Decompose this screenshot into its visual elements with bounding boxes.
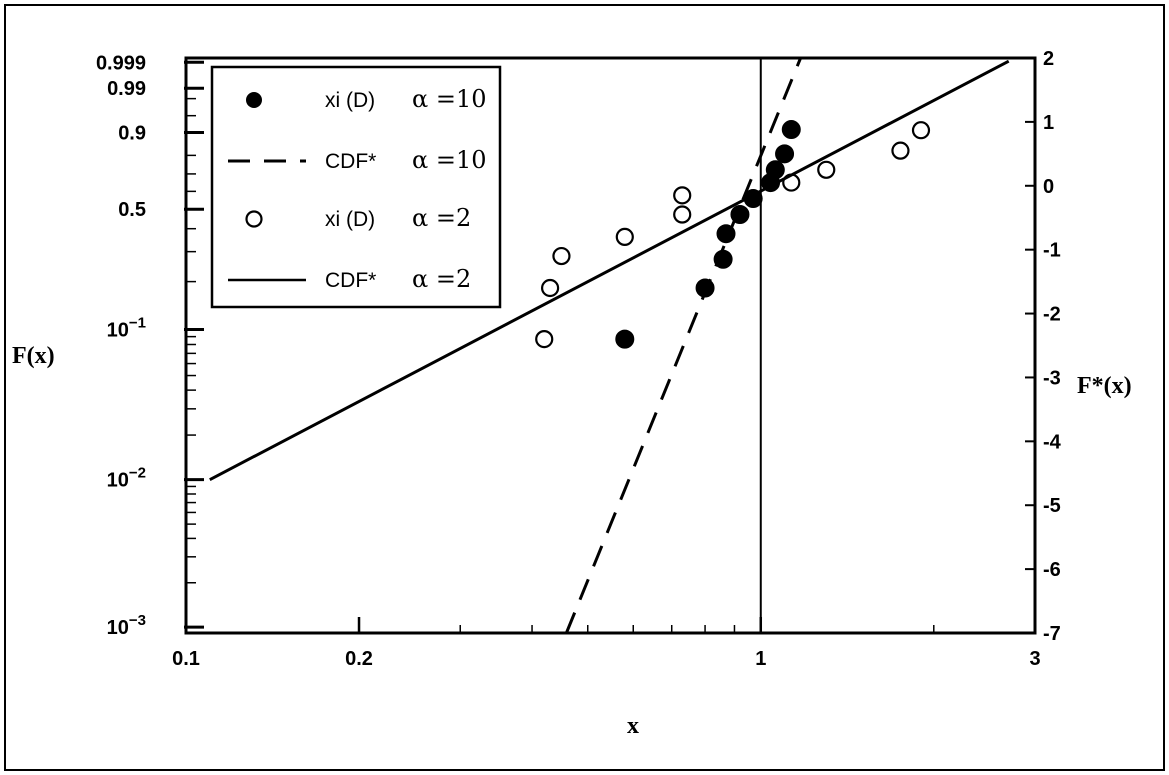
left-tick-label: 0.99 (107, 78, 146, 100)
right-tick-label: 1 (1043, 112, 1054, 134)
legend-entry-3: xi (D) α =2 (245, 204, 471, 232)
data-point-alpha-10 (765, 160, 785, 180)
data-point-alpha-2 (540, 278, 560, 298)
left-tick-label: 0.5 (118, 199, 146, 221)
plot-frame (184, 56, 1037, 635)
right-tick-label: -6 (1043, 559, 1061, 581)
left-tick-label: 0.9 (118, 122, 146, 144)
x-axis-title: x (627, 713, 639, 739)
cdf-alpha-10-line (564, 57, 802, 634)
right-tick-label: 0 (1043, 176, 1054, 198)
right-tick-label: -1 (1043, 240, 1061, 262)
cdf-alpha-2-line (209, 59, 1010, 481)
left-tick-label: 10−1 (107, 315, 146, 342)
data-point-alpha-2 (615, 227, 634, 246)
legend-label-3: xi (D) (325, 208, 375, 231)
right-tick-label: -7 (1043, 623, 1061, 645)
legend-box (210, 65, 502, 309)
series-3 (209, 59, 1010, 481)
right-tick-label: -5 (1043, 495, 1061, 517)
right-tick-label: -2 (1043, 304, 1061, 326)
x-tick-label: 0.1 (172, 648, 200, 670)
data-point-alpha-10 (615, 329, 635, 349)
legend-alpha-4: α =2 (412, 265, 471, 293)
legend-alpha-3: α =2 (412, 204, 471, 232)
right-tick-label: 2 (1043, 48, 1054, 70)
data-point-alpha-2 (535, 330, 554, 349)
legend-label-2: CDF* (325, 150, 376, 173)
legend-label-4: CDF* (325, 269, 376, 292)
right-tick-label: -3 (1043, 367, 1061, 389)
legend-alpha-1: α =10 (412, 85, 486, 113)
left-axis-title: F(x) (12, 343, 55, 369)
legend-filled-circle-marker (246, 92, 262, 108)
series-layer (209, 57, 1010, 634)
figure-border (4, 4, 1165, 771)
series-1 (564, 57, 802, 634)
x-tick-label: 3 (1029, 648, 1040, 670)
data-point-alpha-2 (911, 121, 931, 140)
data-point-alpha-2 (552, 246, 571, 266)
series-2 (535, 121, 931, 349)
series-0 (615, 120, 801, 349)
data-point-alpha-2 (673, 186, 692, 205)
x-tick-label: 0.2 (345, 648, 373, 670)
x-tick-label: 1 (755, 648, 766, 670)
data-point-alpha-2 (817, 160, 836, 179)
data-point-alpha-2 (673, 205, 692, 224)
right-tick-label: -4 (1043, 431, 1062, 453)
legend-alpha-2: α =10 (412, 146, 486, 174)
legend-entry-4: CDF* α =2 (228, 265, 471, 293)
left-tick-label: 0.999 (96, 52, 146, 74)
legend-label-1: xi (D) (325, 89, 375, 112)
left-tick-label: 10−3 (107, 612, 146, 639)
left-axis-ticks: 0.999 0.99 0.9 0.5 10−1 10−2 10−3 (96, 52, 204, 639)
legend-entry-2: CDF* α =10 (228, 146, 486, 174)
right-axis-title: F*(x) (1077, 373, 1132, 399)
x-axis-ticks: 0.1 0.2 1 3 (172, 617, 1041, 670)
data-point-alpha-10 (775, 144, 795, 164)
data-point-alpha-2 (891, 141, 910, 160)
left-tick-label: 10−2 (107, 465, 146, 492)
legend-open-circle-marker (245, 210, 263, 228)
legend-entry-1: xi (D) α =10 (246, 85, 486, 113)
data-point-alpha-10 (781, 120, 801, 140)
right-axis-ticks: 2 1 0 -1 -2 -3 -4 -5 -6 -7 (1025, 48, 1062, 645)
legend: xi (D) α =10 CDF* α =10 xi (D) α =2 CDF*… (210, 65, 502, 309)
